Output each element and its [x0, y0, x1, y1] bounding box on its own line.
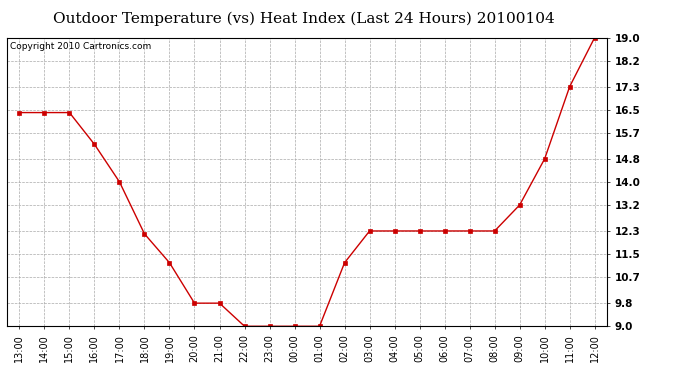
Text: Outdoor Temperature (vs) Heat Index (Last 24 Hours) 20100104: Outdoor Temperature (vs) Heat Index (Las…	[52, 11, 555, 26]
Text: Copyright 2010 Cartronics.com: Copyright 2010 Cartronics.com	[10, 42, 151, 51]
